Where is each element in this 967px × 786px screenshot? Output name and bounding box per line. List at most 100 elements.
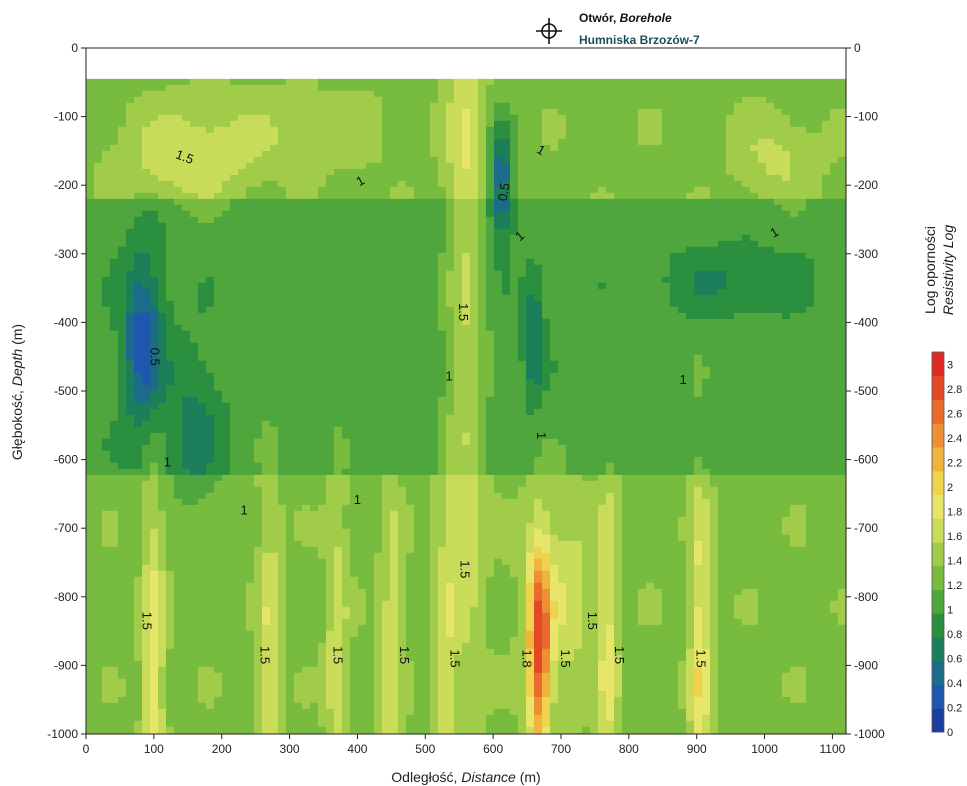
heatmap-cell	[382, 492, 391, 500]
heatmap-cell	[174, 108, 183, 116]
heatmap-cell	[150, 450, 159, 458]
heatmap-cell	[134, 618, 143, 626]
heatmap-cell	[342, 234, 351, 242]
heatmap-cell	[350, 258, 359, 266]
heatmap-cell	[246, 90, 255, 98]
heatmap-cell	[382, 696, 391, 704]
heatmap-cell	[230, 342, 239, 350]
heatmap-cell	[118, 372, 127, 380]
heatmap-cell	[406, 492, 415, 500]
heatmap-cell	[182, 78, 191, 86]
heatmap-cell	[430, 84, 439, 92]
heatmap-cell	[246, 510, 255, 518]
heatmap-cell	[286, 144, 295, 152]
heatmap-cell	[126, 462, 135, 470]
heatmap-cell	[398, 378, 407, 386]
heatmap-cell	[430, 144, 439, 152]
heatmap-cell	[382, 462, 391, 470]
heatmap-cell	[166, 420, 175, 428]
heatmap-cell	[286, 636, 295, 644]
heatmap-cell	[142, 378, 151, 386]
heatmap-cell	[278, 258, 287, 266]
heatmap-cell	[342, 564, 351, 572]
heatmap-cell	[422, 348, 431, 356]
heatmap-cell	[262, 630, 271, 638]
heatmap-cell	[134, 576, 143, 584]
heatmap-cell	[190, 648, 199, 656]
heatmap-cell	[430, 132, 439, 140]
heatmap-cell	[286, 276, 295, 284]
heatmap-cell	[126, 486, 135, 494]
heatmap-cell	[302, 492, 311, 500]
heatmap-cell	[142, 402, 151, 410]
heatmap-cell	[382, 84, 391, 92]
heatmap-cell	[398, 102, 407, 110]
heatmap-cell	[150, 210, 159, 218]
heatmap-cell	[438, 384, 447, 392]
heatmap-cell	[334, 330, 343, 338]
heatmap-cell	[302, 78, 311, 86]
heatmap-cell	[214, 180, 223, 188]
heatmap-cell	[358, 564, 367, 572]
heatmap-cell	[198, 546, 207, 554]
heatmap-cell	[158, 594, 167, 602]
heatmap-cell	[246, 150, 255, 158]
heatmap-cell	[350, 678, 359, 686]
heatmap-cell	[206, 390, 215, 398]
heatmap-cell	[102, 450, 111, 458]
heatmap-cell	[126, 126, 135, 134]
heatmap-cell	[230, 540, 239, 548]
heatmap-cell	[406, 588, 415, 596]
heatmap-cell	[422, 378, 431, 386]
heatmap-cell	[318, 450, 327, 458]
heatmap-cell	[214, 312, 223, 320]
heatmap-cell	[102, 84, 111, 92]
heatmap-cell	[406, 606, 415, 614]
heatmap-cell	[254, 516, 263, 524]
heatmap-cell	[118, 714, 127, 722]
heatmap-cell	[126, 150, 135, 158]
heatmap-cell	[302, 174, 311, 182]
heatmap-cell	[110, 420, 119, 428]
heatmap-cell	[182, 594, 191, 602]
heatmap-cell	[214, 396, 223, 404]
heatmap-cell	[222, 594, 231, 602]
heatmap-cell	[318, 390, 327, 398]
heatmap-cell	[126, 504, 135, 512]
heatmap-cell	[190, 708, 199, 716]
heatmap-cell	[142, 156, 151, 164]
heatmap-cell	[230, 546, 239, 554]
heatmap-cell	[430, 114, 439, 122]
heatmap-cell	[246, 354, 255, 362]
heatmap-cell	[366, 108, 375, 116]
heatmap-cell	[262, 126, 271, 134]
heatmap-cell	[422, 612, 431, 620]
heatmap-cell	[358, 558, 367, 566]
heatmap-cell	[366, 720, 375, 728]
heatmap-cell	[342, 198, 351, 206]
heatmap-cell	[158, 684, 167, 692]
heatmap-cell	[94, 642, 103, 650]
heatmap-cell	[150, 318, 159, 326]
heatmap-cell	[134, 288, 143, 296]
heatmap-cell	[238, 282, 247, 290]
heatmap-cell	[246, 414, 255, 422]
heatmap-cell	[358, 378, 367, 386]
heatmap-cell	[262, 420, 271, 428]
heatmap-cell	[246, 270, 255, 278]
heatmap-cell	[438, 684, 447, 692]
heatmap-cell	[398, 276, 407, 284]
heatmap-cell	[254, 576, 263, 584]
heatmap-cell	[118, 660, 127, 668]
heatmap-cell	[182, 324, 191, 332]
heatmap-cell	[118, 120, 127, 128]
heatmap-cell	[190, 240, 199, 248]
heatmap-cell	[422, 486, 431, 494]
heatmap-cell	[406, 126, 415, 134]
heatmap-cell	[326, 450, 335, 458]
heatmap-cell	[254, 444, 263, 452]
heatmap-cell	[390, 606, 399, 614]
heatmap-cell	[358, 348, 367, 356]
heatmap-cell	[86, 648, 95, 656]
heatmap-cell	[142, 690, 151, 698]
